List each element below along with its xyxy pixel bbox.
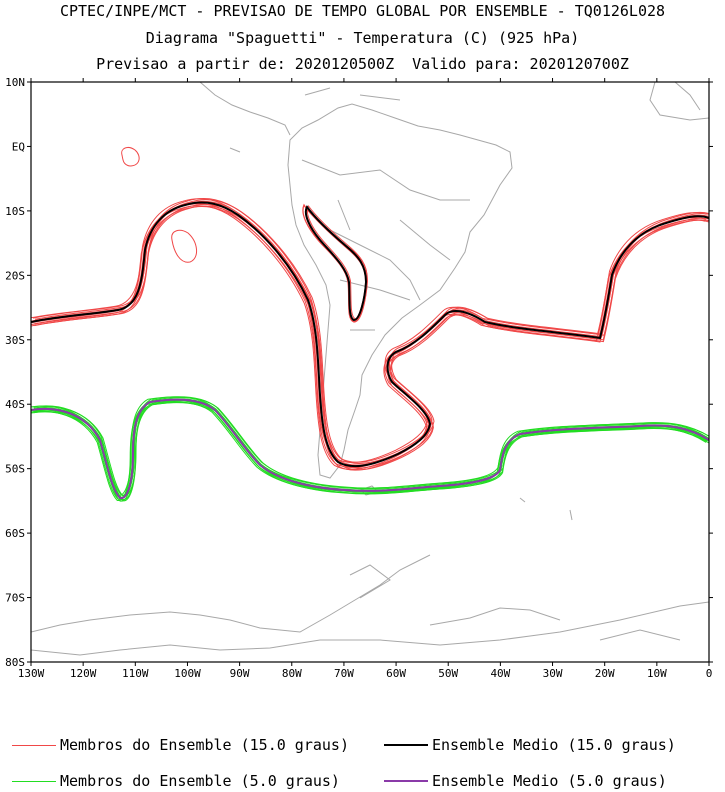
member-15-contour: [34, 203, 709, 469]
island-outlines: [229, 147, 573, 521]
lon-tick-label: 90W: [230, 667, 250, 680]
legend-swatch-red: [12, 744, 56, 746]
member-15-contour: [306, 205, 369, 320]
lat-tick-label: 60S: [5, 527, 25, 540]
lon-tick-label: 130W: [18, 667, 45, 680]
legend-swatch-black: [384, 744, 428, 746]
member-15-contour: [305, 207, 367, 323]
lon-tick-label: 30W: [543, 667, 563, 680]
longitude-axis-labels: 130W 120W 110W 100W 90W 80W 70W 60W 50W 40W 30W 20W…: [18, 667, 713, 680]
coastline-layer: [31, 82, 709, 656]
lon-tick-label: 10W: [647, 667, 667, 680]
lat-tick-label: 50S: [5, 463, 25, 476]
title-line-2: Diagrama "Spaguetti" - Temperatura (C) (…: [145, 29, 580, 47]
lon-tick-label: 60W: [386, 667, 406, 680]
axis-ticks: [27, 78, 713, 666]
member-15-contour-loop: [171, 229, 197, 263]
ensemble-mean-15-closed: [304, 205, 368, 322]
lat-tick-label: 10N: [5, 76, 25, 89]
central-america-coast: [199, 82, 401, 136]
lon-tick-label: 50W: [438, 667, 458, 680]
lat-tick-label: 30S: [5, 334, 25, 347]
lat-tick-label: EQ: [12, 140, 25, 153]
antarctica-coast: [31, 554, 709, 656]
ensemble-mean-5-line: [31, 398, 709, 500]
lon-tick-label: 120W: [70, 667, 97, 680]
lat-tick-label: 40S: [5, 398, 25, 411]
lon-tick-label: 0: [706, 667, 713, 680]
south-america-coast: [287, 103, 513, 479]
ensemble-mean-15-line: [31, 201, 709, 468]
lat-tick-label: 80S: [5, 656, 25, 669]
country-borders: [301, 159, 470, 331]
latitude-axis-labels: 10N EQ 10S 20S 30S 40S 50S 60S 70S 80S: [5, 76, 25, 669]
member-15-contour-loop: [121, 147, 140, 167]
legend-members-15: Membros do Ensemble (15.0 graus): [12, 735, 349, 755]
lon-tick-label: 100W: [174, 667, 201, 680]
lon-tick-label: 80W: [282, 667, 302, 680]
africa-coast: [649, 82, 709, 121]
legend-mean-5: Ensemble Medio (5.0 graus): [384, 771, 667, 791]
legend-members-5: Membros do Ensemble (5.0 graus): [12, 771, 340, 791]
lat-tick-label: 20S: [5, 269, 25, 282]
lat-tick-label: 70S: [5, 592, 25, 605]
member-15-contour: [34, 205, 709, 471]
lon-tick-label: 40W: [490, 667, 510, 680]
legend-swatch-purple: [384, 780, 428, 782]
lon-tick-label: 70W: [334, 667, 354, 680]
lon-tick-label: 20W: [595, 667, 615, 680]
lat-tick-label: 10S: [5, 205, 25, 218]
member-15-contour: [31, 198, 707, 463]
title-line-3: Previsao a partir de: 2020120500Z Valido…: [96, 55, 629, 73]
legend-swatch-green: [12, 780, 56, 782]
legend-mean-15: Ensemble Medio (15.0 graus): [384, 735, 676, 755]
title-line-1: CPTEC/INPE/MCT - PREVISAO DE TEMPO GLOBA…: [59, 2, 666, 20]
map-frame: [30, 81, 710, 663]
lon-tick-label: 110W: [122, 667, 149, 680]
